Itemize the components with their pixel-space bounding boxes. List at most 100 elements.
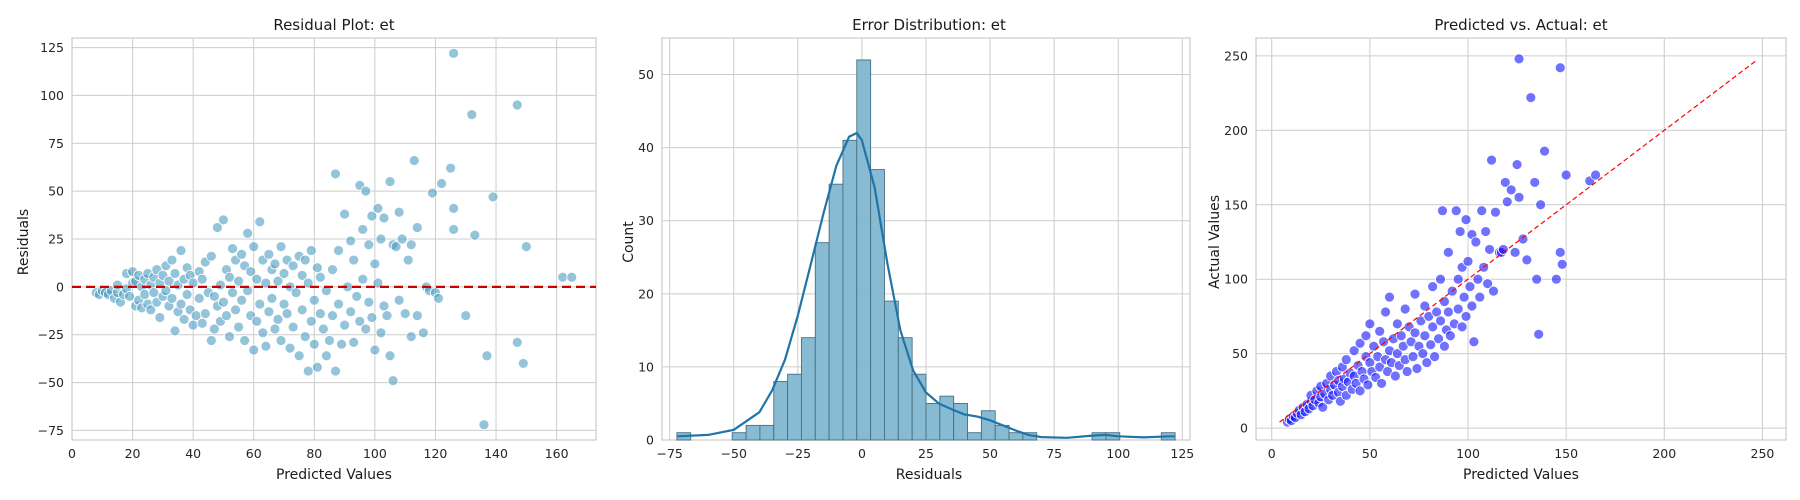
predicted-vs-actual-point <box>1399 303 1411 315</box>
predicted-vs-actual-point <box>1442 246 1454 258</box>
residual-plot-point <box>245 266 257 277</box>
residual-plot-point <box>224 271 235 283</box>
residual-plot-point <box>387 375 399 387</box>
predicted-vs-actual-point <box>1442 306 1454 318</box>
predicted-vs-actual-xlabel: Predicted Values <box>1463 467 1579 483</box>
residual-plot-point <box>293 350 305 362</box>
residual-plot-point <box>333 298 344 310</box>
predicted-vs-actual-point <box>1427 281 1439 293</box>
predicted-vs-actual-point <box>1476 205 1488 217</box>
residual-plot-point <box>557 271 569 283</box>
residual-plot-point <box>124 291 135 302</box>
predicted-vs-actual-point <box>1391 318 1403 330</box>
predicted-vs-actual-point <box>1509 246 1521 258</box>
predicted-vs-actual-point <box>1354 385 1366 397</box>
residual-plot-point <box>224 331 235 343</box>
residual-plot-point <box>260 340 272 352</box>
residual-plot-point <box>187 277 199 289</box>
residual-plot-point <box>345 235 357 247</box>
residual-plot-point <box>278 298 290 310</box>
residual-plot-title: Residual Plot: et <box>273 16 394 34</box>
predicted-vs-actual-point <box>1550 273 1562 285</box>
residual-plot-point <box>517 358 529 369</box>
predicted-vs-actual-point <box>1560 169 1572 181</box>
residual-plot-point <box>324 335 335 346</box>
residual-plot-point <box>360 323 372 335</box>
residual-plot-point <box>227 287 238 299</box>
residual-plot-point <box>405 331 417 343</box>
residual-plot-point <box>311 361 323 373</box>
error-distribution-bar <box>925 403 941 441</box>
residual-plot-point <box>317 323 329 335</box>
predicted-vs-actual-point <box>1376 378 1388 389</box>
residual-plot-point <box>369 258 381 270</box>
predicted-vs-actual-y-tick-label: 250 <box>1224 48 1248 63</box>
predicted-vs-actual-point <box>1505 184 1517 196</box>
predicted-vs-actual-point <box>1340 354 1352 366</box>
residual-plot-point <box>272 275 284 287</box>
predicted-vs-actual-ylabel: Actual Values <box>1207 195 1223 289</box>
predicted-vs-actual-point <box>1470 236 1482 248</box>
residual-plot-point <box>330 365 341 377</box>
residual-plot-point <box>287 260 299 272</box>
residual-plot-point <box>314 308 326 320</box>
predicted-vs-actual-point <box>1517 233 1529 245</box>
residual-plot-point <box>233 275 244 287</box>
predicted-vs-actual-title: Predicted vs. Actual: et <box>1434 16 1607 34</box>
error-distribution-bar <box>856 59 872 441</box>
predicted-vs-actual-point <box>1439 296 1450 307</box>
error-distribution-x-tick-label: 0 <box>858 446 866 461</box>
predicted-vs-actual-point <box>1409 288 1421 300</box>
predicted-vs-actual-y-tick-label: 100 <box>1224 272 1248 287</box>
error-distribution-bar <box>842 139 858 441</box>
residual-plot-point <box>520 241 532 253</box>
error-distribution-bar <box>1008 432 1024 441</box>
residual-plot-point <box>384 350 396 362</box>
predicted-vs-actual-point <box>1450 205 1462 217</box>
predicted-vs-actual-point <box>1362 379 1374 391</box>
residual-plot-point <box>378 212 390 224</box>
residual-plot-point <box>330 168 341 180</box>
predicted-vs-actual-point <box>1452 273 1464 285</box>
residual-plot-point <box>396 233 408 245</box>
residual-plot-point <box>433 292 444 304</box>
residual-plot-point <box>278 268 290 279</box>
predicted-vs-actual-point <box>1411 363 1423 374</box>
predicted-vs-actual-point <box>1460 214 1472 226</box>
residual-plot-point <box>339 319 351 331</box>
residual-plot-point <box>148 287 160 299</box>
predicted-vs-actual-point <box>1407 351 1419 363</box>
residual-plot-point <box>266 292 278 304</box>
residual-plot-point <box>351 291 363 302</box>
residual-plot-point <box>402 254 414 266</box>
residual-plot-point <box>399 308 411 320</box>
residual-plot-point <box>348 336 360 348</box>
error-distribution-bar <box>939 395 955 441</box>
predicted-vs-actual-point <box>1486 154 1497 166</box>
error-distribution-bar <box>800 337 816 441</box>
residual-plot-point <box>308 294 320 306</box>
error-distribution-bar <box>884 300 899 441</box>
error-distribution-x-tick-label: −25 <box>785 446 811 461</box>
predicted-vs-actual-point <box>1421 357 1433 368</box>
predicted-vs-actual-point <box>1460 311 1472 322</box>
residual-plot-point <box>311 262 323 274</box>
predicted-vs-actual-point <box>1501 196 1513 208</box>
residual-plot-x-tick-label: 100 <box>363 446 387 461</box>
residual-plot-point <box>290 287 302 299</box>
residual-plot-point <box>166 254 178 266</box>
residual-plot-point <box>378 300 390 312</box>
predicted-vs-actual-point <box>1401 366 1413 377</box>
residual-plot-point <box>357 273 369 285</box>
residual-plot-point <box>169 268 181 279</box>
residual-plot-y-tick-label: 50 <box>48 184 64 199</box>
error-distribution-y-tick-label: 40 <box>638 140 654 155</box>
residual-plot-point <box>175 298 187 310</box>
predicted-vs-actual-point <box>1554 246 1566 258</box>
predicted-vs-actual-point <box>1466 300 1478 312</box>
residual-plot-point <box>230 304 241 316</box>
predicted-vs-actual-x-tick-label: 0 <box>1268 446 1276 461</box>
predicted-vs-actual-point <box>1435 315 1446 327</box>
predicted-vs-actual-point <box>1437 205 1448 217</box>
